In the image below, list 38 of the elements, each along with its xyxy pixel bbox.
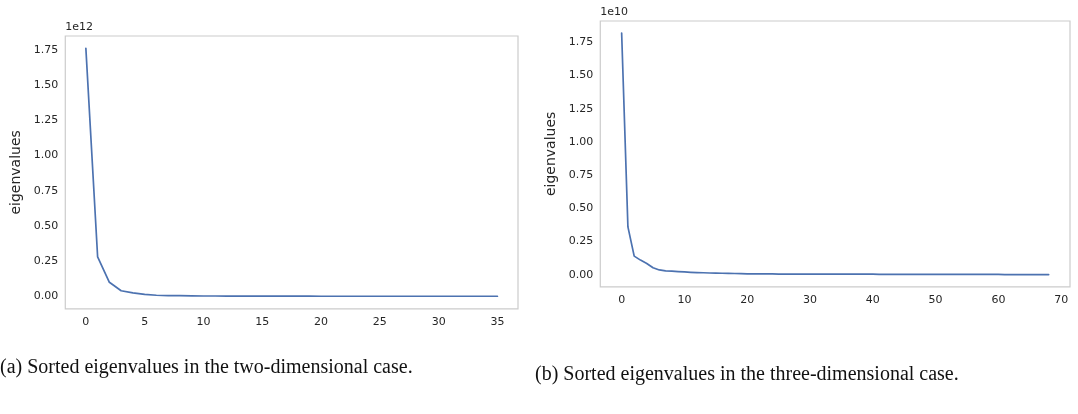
y-tick-label: 1.00	[33, 148, 59, 162]
text: (b) Sorted eigenvalues in the three-dimensional case.	[535, 362, 960, 384]
y-tick-label: 0.50	[33, 218, 59, 232]
y-tick-label: 0.00	[33, 289, 59, 303]
x-tick-label: 20	[314, 315, 329, 329]
y-tick-label: 0.50	[568, 201, 594, 215]
y-tick-label: 1.00	[568, 134, 594, 148]
text: (a) Sorted eigenvalues in the two-dimensional case.	[0, 355, 414, 377]
x-tick-label: 10	[196, 315, 211, 329]
y-tick-label: 0.25	[33, 254, 59, 268]
y-tick-label: 1.75	[568, 35, 594, 49]
y-tick-label: 1.75	[33, 42, 59, 56]
y-tick-label: 0.75	[568, 168, 594, 181]
text: 1e10	[600, 5, 629, 19]
x-tick-label: 15	[255, 315, 270, 329]
x-tick-label: 50	[928, 293, 943, 307]
y-tick-label: 0.00	[568, 267, 594, 281]
x-tick-label: 5	[141, 315, 149, 329]
y-tick-label: 1.25	[33, 113, 59, 127]
y-tick-label: 0.75	[33, 183, 59, 197]
x-tick-label: 25	[372, 315, 387, 329]
x-tick-label: 20	[740, 293, 755, 307]
text: 1e12	[65, 20, 94, 34]
y-axis-title: eigenvalues	[7, 130, 24, 215]
y-tick-label: 1.25	[568, 101, 594, 115]
x-tick-label: 70	[1054, 293, 1069, 307]
x-tick-label: 0	[618, 293, 626, 307]
x-tick-label: 30	[803, 293, 818, 307]
x-tick-label: 10	[677, 293, 692, 307]
y-axis-title: eigenvalues	[542, 111, 559, 197]
x-tick-label: 30	[431, 315, 446, 329]
x-tick-label: 35	[490, 315, 505, 329]
x-tick-label: 60	[991, 293, 1006, 307]
y-tick-label: 0.25	[568, 234, 594, 248]
y-tick-label: 1.50	[33, 77, 59, 91]
x-tick-label: 40	[865, 293, 880, 307]
x-tick-label: 0	[82, 315, 90, 329]
y-tick-label: 1.50	[568, 68, 594, 82]
